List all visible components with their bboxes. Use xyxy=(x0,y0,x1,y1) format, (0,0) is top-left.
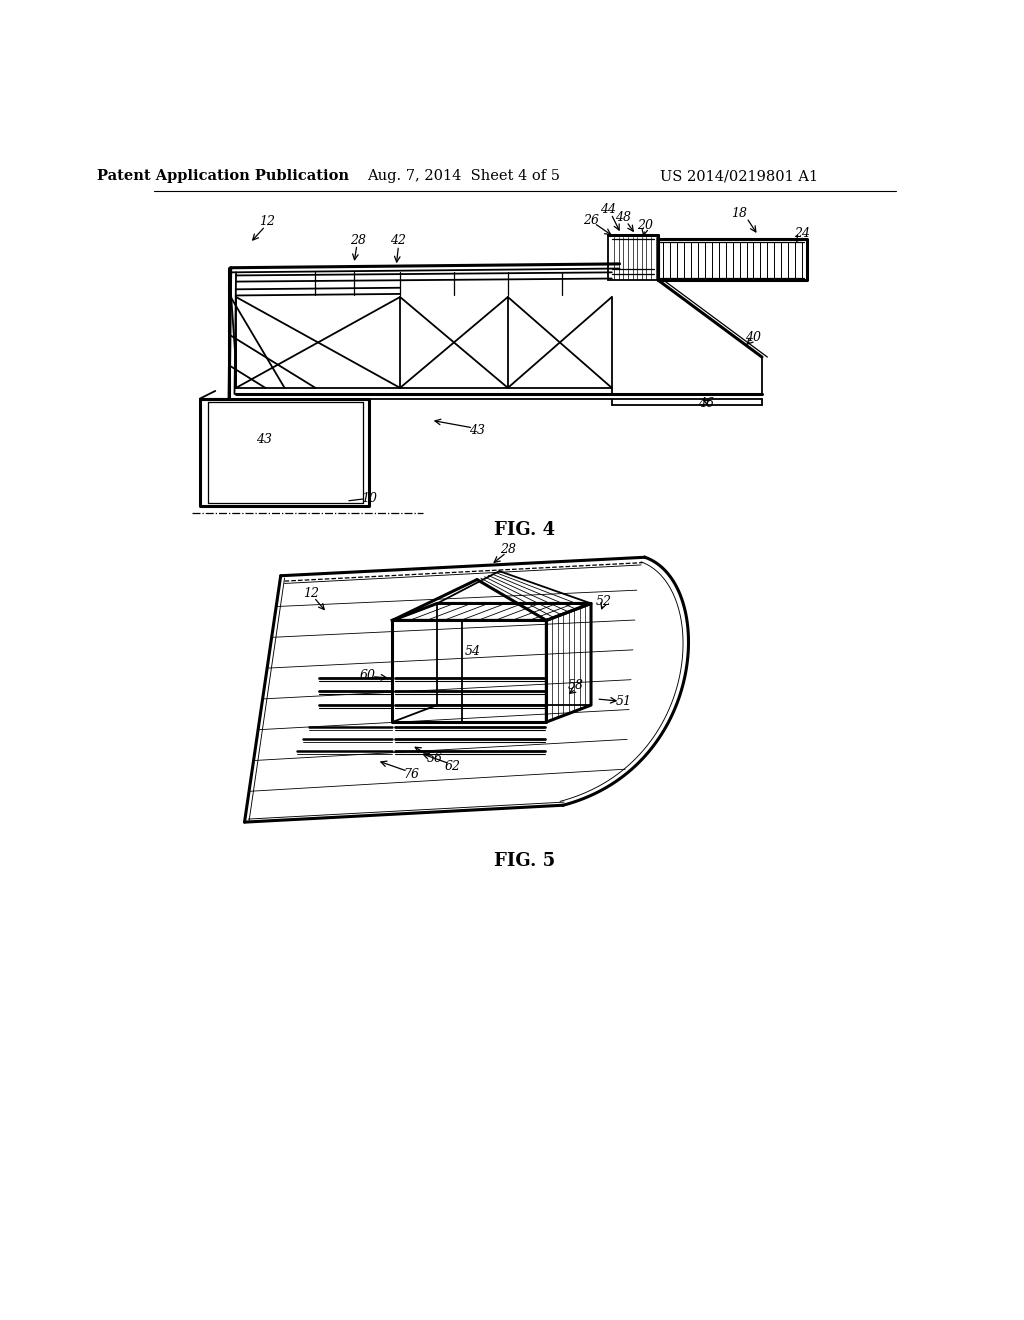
Text: 28: 28 xyxy=(350,234,366,247)
Text: Patent Application Publication: Patent Application Publication xyxy=(97,169,349,183)
Text: 56: 56 xyxy=(427,752,442,766)
Text: 12: 12 xyxy=(260,215,275,228)
Text: 51: 51 xyxy=(615,694,632,708)
Text: 76: 76 xyxy=(403,768,420,781)
Text: FIG. 4: FIG. 4 xyxy=(495,520,555,539)
Text: 52: 52 xyxy=(596,594,612,607)
Text: 20: 20 xyxy=(637,219,653,232)
Text: 40: 40 xyxy=(744,330,761,343)
Text: 10: 10 xyxy=(361,492,377,506)
Text: 54: 54 xyxy=(465,644,481,657)
Text: 28: 28 xyxy=(500,543,516,556)
Text: 18: 18 xyxy=(731,207,746,220)
Text: 58: 58 xyxy=(567,680,584,693)
Text: Aug. 7, 2014  Sheet 4 of 5: Aug. 7, 2014 Sheet 4 of 5 xyxy=(367,169,560,183)
Text: 12: 12 xyxy=(303,587,319,601)
Text: 62: 62 xyxy=(444,760,461,774)
Text: 60: 60 xyxy=(359,669,376,682)
Text: US 2014/0219801 A1: US 2014/0219801 A1 xyxy=(659,169,818,183)
Text: 43: 43 xyxy=(256,433,271,446)
Text: 46: 46 xyxy=(698,397,715,409)
Text: 48: 48 xyxy=(615,211,632,224)
Text: 24: 24 xyxy=(794,227,810,240)
Text: 42: 42 xyxy=(390,234,407,247)
Text: 43: 43 xyxy=(469,424,485,437)
Text: FIG. 5: FIG. 5 xyxy=(495,851,555,870)
Text: 44: 44 xyxy=(600,203,616,216)
Text: 26: 26 xyxy=(583,214,599,227)
